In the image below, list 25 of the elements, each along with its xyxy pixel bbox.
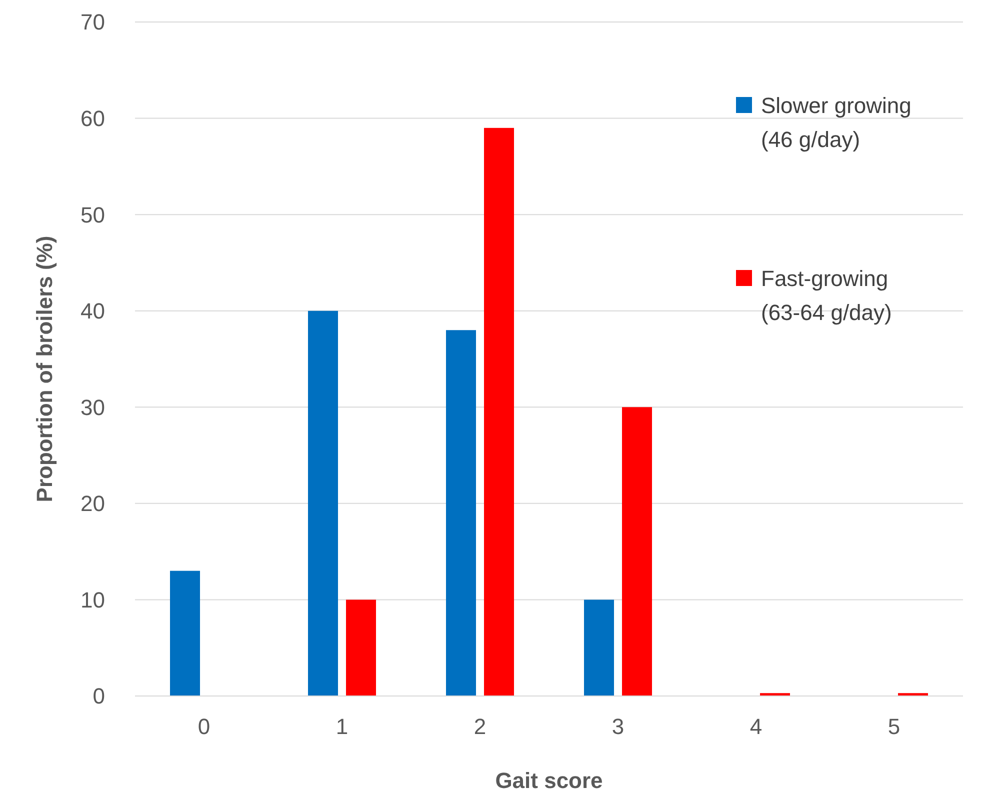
x-tick-label: 5 [888,714,900,739]
y-tick-label: 30 [80,394,105,420]
x-axis-title: Gait score [495,768,603,793]
bar [484,128,514,696]
x-tick-label: 4 [750,714,762,739]
y-tick-label: 0 [92,684,105,709]
y-tick-label: 50 [80,202,105,228]
bar [622,407,652,696]
y-tick-label: 60 [80,106,105,131]
legend-label: Fast-growing (63-64 g/day) [761,266,892,325]
legend-label: Slower growing (46 g/day) [761,93,912,152]
y-axis-title: Proportion of broilers (%) [32,236,57,502]
y-tick-label: 10 [80,587,105,612]
bar [308,310,338,696]
y-tick-label: 20 [80,491,105,516]
bar [446,330,476,696]
x-tick-label: 2 [474,714,486,739]
y-tick-label: 70 [80,10,105,35]
bar [584,600,614,696]
x-tick-label: 0 [198,714,210,739]
x-tick-label: 3 [612,714,624,739]
bar [170,570,200,696]
y-tick-label: 40 [80,298,105,324]
x-tick-label: 1 [336,714,348,739]
bar [346,600,376,696]
